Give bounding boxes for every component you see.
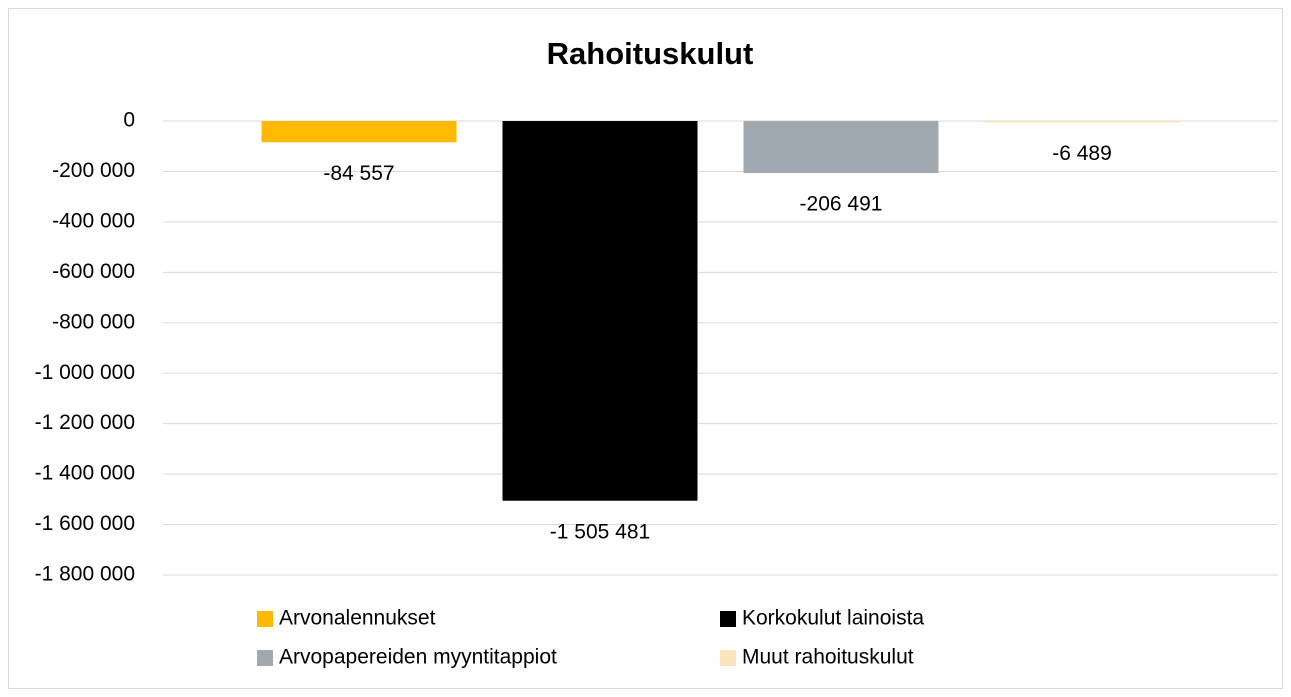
legend-label: Arvonalennukset	[279, 607, 436, 630]
legend-swatch	[720, 650, 736, 666]
legend-swatch	[257, 611, 273, 627]
y-tick-label: -400 000	[52, 209, 135, 232]
value-label: -84 557	[323, 162, 394, 185]
legend-label: Korkokulut lainoista	[742, 607, 924, 630]
bar	[502, 121, 698, 501]
legend-label: Muut rahoituskulut	[742, 646, 914, 669]
chart-title: Rahoituskulut	[547, 36, 754, 71]
legend-swatch	[720, 611, 736, 627]
value-label: -1 505 481	[550, 520, 650, 543]
y-tick-label: -1 600 000	[35, 512, 135, 535]
y-tick-label: -1 200 000	[35, 411, 135, 434]
y-tick-label: -600 000	[52, 260, 135, 283]
value-label: -6 489	[1052, 142, 1112, 165]
legend-swatch	[257, 650, 273, 666]
value-label: -206 491	[800, 193, 883, 216]
legend-label: Arvopapereiden myyntitappiot	[279, 646, 557, 669]
y-tick-label: -800 000	[52, 310, 135, 333]
bar	[984, 121, 1180, 123]
y-tick-label: -1 400 000	[35, 462, 135, 485]
bar	[261, 121, 457, 143]
y-tick-label: -1 800 000	[35, 563, 135, 586]
y-tick-label: 0	[123, 109, 135, 132]
y-tick-label: -1 000 000	[35, 361, 135, 384]
bar	[743, 121, 939, 174]
y-tick-label: -200 000	[52, 159, 135, 182]
